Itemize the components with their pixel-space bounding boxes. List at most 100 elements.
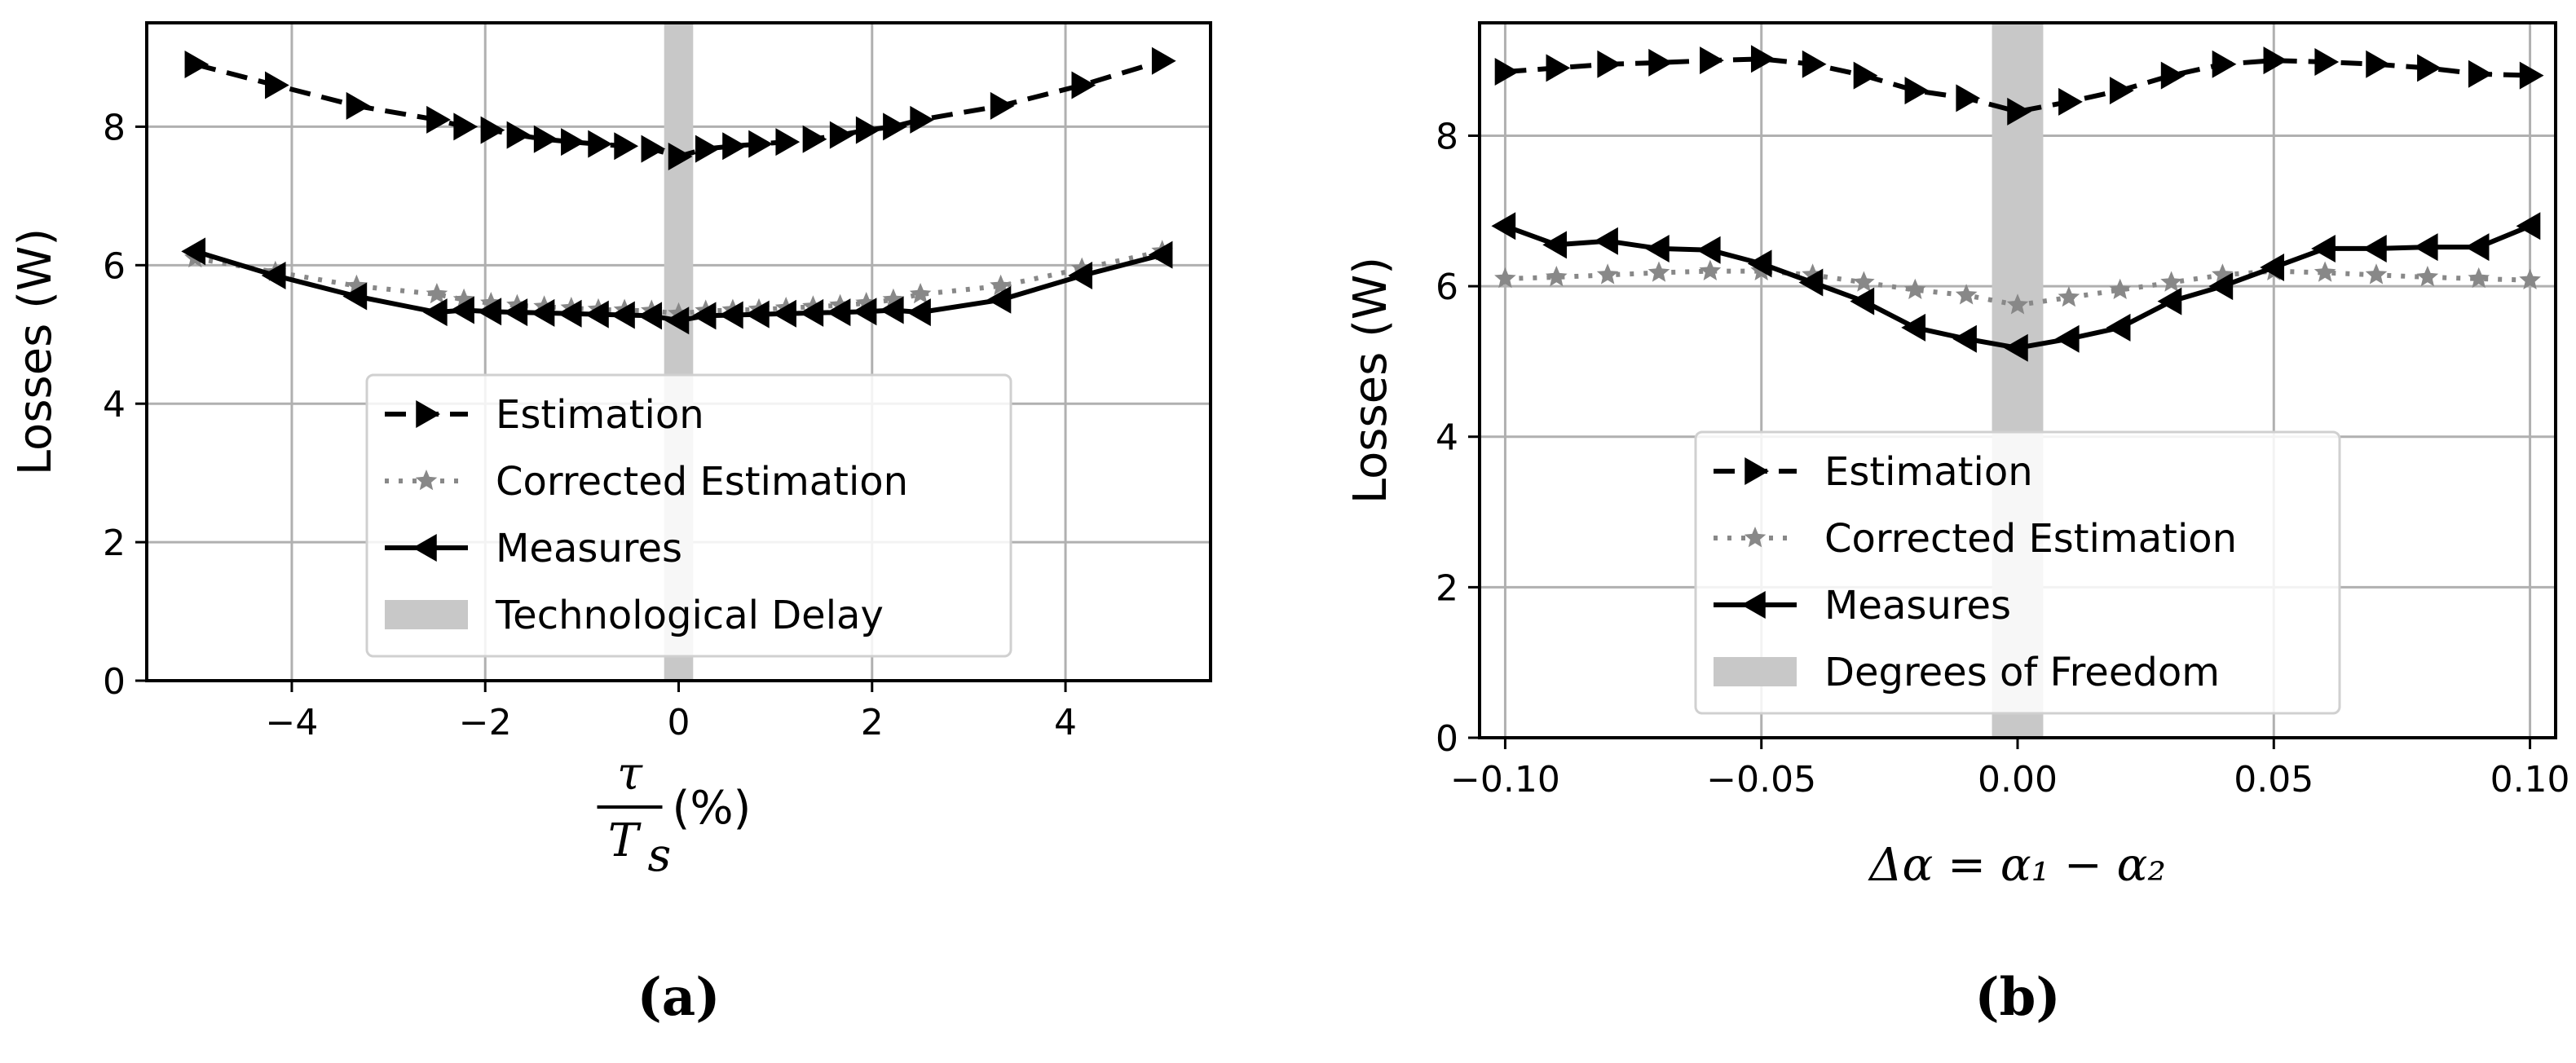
data-point	[1850, 287, 1875, 315]
data-point	[2160, 271, 2182, 292]
y-axis-label: Losses (W)	[1344, 257, 1397, 504]
y-tick-label: 0	[1436, 718, 1458, 760]
data-point	[184, 50, 210, 78]
legend-marker	[1745, 457, 1769, 485]
data-point	[530, 298, 555, 327]
data-point	[533, 125, 558, 153]
data-point	[691, 302, 717, 330]
series-line	[1505, 56, 2530, 114]
data-point	[718, 301, 743, 329]
y-tick-label: 0	[103, 661, 126, 703]
data-point	[1546, 54, 1571, 82]
legend-item: Measures	[385, 526, 682, 571]
data-point	[2516, 212, 2541, 240]
legend-item: Estimation	[1714, 449, 2033, 495]
data-point	[614, 132, 639, 161]
y-axis-label: Losses (W)	[9, 228, 62, 475]
data-point	[641, 135, 666, 163]
data-point	[1542, 231, 1568, 259]
data-point	[426, 283, 448, 304]
series-estimation	[1494, 45, 2544, 126]
legend-label: Degrees of Freedom	[1824, 650, 2220, 695]
y-tick-label: 8	[1436, 116, 1458, 157]
data-point	[503, 298, 528, 327]
data-point	[1699, 259, 1722, 280]
legend-box	[1694, 430, 2341, 715]
data-point	[2366, 50, 2390, 78]
x-tick-label: 2	[861, 702, 884, 743]
legend-label: Corrected Estimation	[1824, 516, 2237, 562]
data-point	[1904, 278, 1926, 299]
data-point	[2058, 87, 2083, 116]
data-point	[422, 298, 448, 327]
y-tick-label: 2	[1436, 567, 1458, 609]
data-point	[2109, 77, 2134, 105]
data-point	[906, 298, 931, 327]
x-tick-label: 0	[668, 702, 690, 743]
data-point	[668, 142, 693, 170]
legend-item: Measures	[1714, 583, 2011, 629]
legend-label: Measures	[496, 526, 682, 571]
series-corrected-estimation	[1494, 259, 2541, 315]
data-point	[611, 301, 635, 329]
data-point	[799, 298, 824, 327]
data-point	[1594, 227, 1618, 255]
x-axis-label: τT s(%)	[597, 748, 751, 882]
data-point	[261, 262, 286, 290]
data-point	[2157, 287, 2182, 315]
data-point	[1068, 262, 1092, 290]
legend-item: Degrees of Freedom	[1714, 650, 2220, 695]
data-point	[1901, 313, 1926, 342]
legend-marker	[1744, 527, 1767, 548]
data-point	[2362, 234, 2387, 262]
data-point	[450, 296, 474, 324]
data-point	[1494, 58, 1520, 86]
data-point	[1904, 77, 1930, 105]
data-point	[826, 298, 851, 327]
data-point	[2468, 267, 2490, 289]
chart-panel-a: −4 −2 0 2 4 0 2 4 6 8 Losses (W) τT s(%) Estimation Co…	[9, 21, 1212, 1028]
data-point	[2007, 97, 2031, 126]
y-tick-label: 8	[103, 107, 126, 148]
data-point	[1648, 48, 1673, 77]
data-point	[1700, 46, 1724, 75]
data-point	[1798, 268, 1824, 297]
data-point	[2413, 233, 2438, 262]
data-point	[2109, 278, 2131, 299]
legend-item: Corrected Estimation	[1714, 516, 2237, 562]
data-point	[1596, 263, 1619, 284]
data-point	[2208, 272, 2234, 301]
data-point	[910, 105, 935, 134]
data-point	[2106, 313, 2131, 342]
data-point	[2468, 60, 2493, 88]
legend: Estimation Corrected Estimation Measures Te…	[365, 373, 1012, 658]
data-point	[561, 128, 585, 157]
data-point	[775, 128, 801, 157]
x-tick-label: −2	[459, 702, 512, 743]
y-tick-label: 4	[1436, 417, 1458, 459]
data-point	[346, 91, 371, 120]
data-point	[2058, 286, 2080, 307]
legend-swatch	[1714, 657, 1797, 686]
data-point	[557, 299, 582, 328]
x-tick-label: −4	[266, 702, 319, 743]
data-point	[2417, 54, 2441, 82]
data-point	[2004, 333, 2028, 362]
legend-item: Corrected Estimation	[385, 459, 908, 505]
data-point	[342, 282, 368, 311]
data-point	[852, 298, 877, 326]
data-point	[1952, 324, 1977, 353]
data-point	[1151, 46, 1176, 75]
data-point	[2263, 46, 2288, 75]
data-point	[2519, 61, 2544, 90]
data-point	[637, 302, 663, 330]
data-point	[2212, 50, 2237, 78]
data-point	[2314, 48, 2340, 77]
legend-marker	[416, 400, 440, 428]
legend-item: Estimation	[385, 392, 704, 438]
x-axis-label: Δα = α₁ − α₂	[1868, 839, 2166, 892]
legend-box	[365, 373, 1012, 658]
data-point	[2519, 268, 2541, 289]
data-point	[990, 91, 1015, 120]
data-point	[1597, 50, 1622, 78]
